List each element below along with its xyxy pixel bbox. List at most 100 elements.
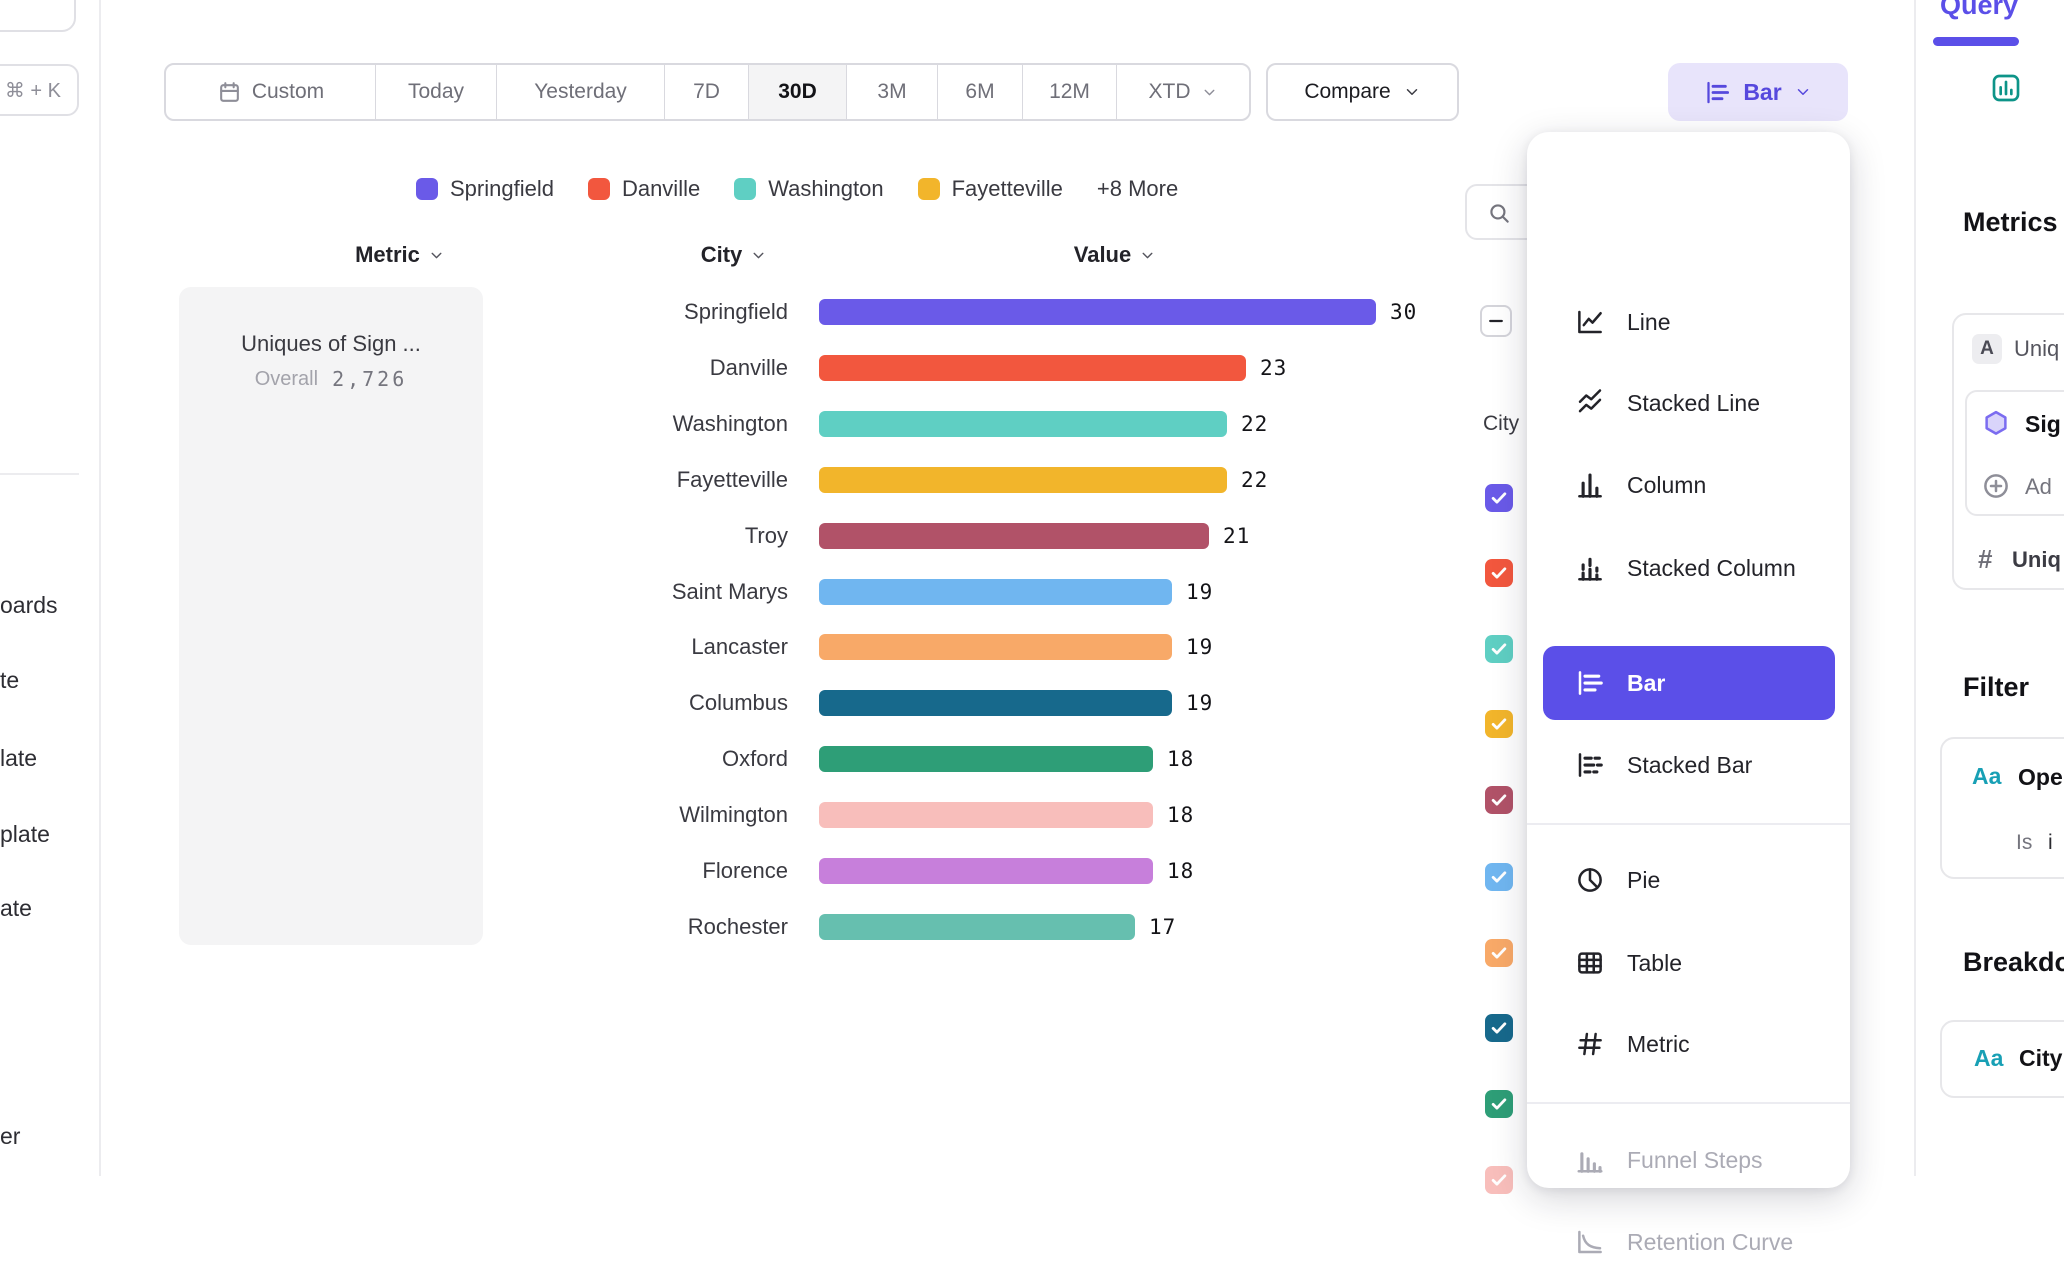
date-range-30d[interactable]: 30D xyxy=(748,65,846,119)
tab-query[interactable]: Query xyxy=(1940,0,2019,20)
bar-value: 30 xyxy=(1390,300,1418,324)
date-range-7d[interactable]: 7D xyxy=(664,65,748,119)
bar-fayetteville[interactable] xyxy=(819,467,1227,493)
select-all-checkbox-indeterminate[interactable] xyxy=(1480,305,1512,337)
legend-item-danville[interactable]: Danville xyxy=(587,176,701,202)
funnel-icon xyxy=(1575,1145,1605,1175)
date-range-label: 3M xyxy=(877,80,907,103)
sidebar-item-late[interactable]: late xyxy=(0,745,38,771)
check-icon xyxy=(1489,867,1509,887)
sidebar-item-oards[interactable]: oards xyxy=(0,592,58,618)
date-range-12m[interactable]: 12M xyxy=(1022,65,1116,119)
stacked-column-icon xyxy=(1575,553,1605,583)
menu-item-metric[interactable]: Metric xyxy=(1543,1007,1835,1081)
sidebar-item-te[interactable]: te xyxy=(0,667,20,693)
city-checkbox-7[interactable] xyxy=(1485,1014,1513,1042)
check-icon xyxy=(1489,790,1509,810)
legend-item-fayetteville[interactable]: Fayetteville xyxy=(917,176,1063,202)
menu-item-pie[interactable]: Pie xyxy=(1543,843,1835,917)
property-type-icon: Aa xyxy=(1974,1045,2004,1071)
bar-row-label: Danville xyxy=(709,355,788,380)
bar-chart-icon xyxy=(1704,79,1731,106)
legend-more-label: +8 More xyxy=(1096,176,1179,201)
event-block[interactable]: Sig Ad xyxy=(1965,390,2064,516)
bar-saint-marys[interactable] xyxy=(819,579,1172,605)
date-range-yesterday[interactable]: Yesterday xyxy=(496,65,664,119)
city-checkbox-1[interactable] xyxy=(1485,559,1513,587)
metric-query-block[interactable]: A Uniq Sig Ad # Uniq xyxy=(1952,313,2064,590)
bar-row-label: Florence xyxy=(702,858,788,883)
compare-button[interactable]: Compare xyxy=(1266,63,1459,121)
menu-divider xyxy=(1527,1102,1850,1104)
city-checkbox-2[interactable] xyxy=(1485,635,1513,663)
menu-item-line[interactable]: Line xyxy=(1543,285,1835,359)
minus-icon xyxy=(1486,311,1506,331)
filter-operator[interactable]: Is xyxy=(2016,831,2033,854)
bar-danville[interactable] xyxy=(819,355,1246,381)
compare-label: Compare xyxy=(1304,80,1391,103)
chevron-down-icon xyxy=(1403,83,1421,101)
sidebar-search-shortcut[interactable]: ⌘ + K xyxy=(0,64,79,116)
sidebar-item-plate[interactable]: plate xyxy=(0,821,50,847)
menu-item-stacked-line[interactable]: Stacked Line xyxy=(1543,366,1835,440)
breakdown-block[interactable]: Aa City xyxy=(1940,1020,2064,1098)
menu-item-table[interactable]: Table xyxy=(1543,926,1835,1000)
property-type-icon: Aa xyxy=(1972,763,2002,789)
column-header-city[interactable]: City xyxy=(664,240,804,270)
bar-columbus[interactable] xyxy=(819,690,1172,716)
check-icon xyxy=(1489,563,1509,583)
filter-value[interactable]: i xyxy=(2048,831,2053,854)
city-checkbox-4[interactable] xyxy=(1485,786,1513,814)
bar-row-label: Wilmington xyxy=(679,802,788,827)
bar-row-label: Oxford xyxy=(721,746,788,771)
menu-item-stacked-bar[interactable]: Stacked Bar xyxy=(1543,728,1835,802)
bar-wilmington[interactable] xyxy=(819,802,1153,828)
chart-type-button[interactable]: Bar xyxy=(1668,63,1848,121)
bar-rochester[interactable] xyxy=(819,914,1135,940)
bar-chart-icon xyxy=(1575,668,1605,698)
bar-washington[interactable] xyxy=(819,411,1227,437)
city-checkbox-0[interactable] xyxy=(1485,484,1513,512)
date-range-6m[interactable]: 6M xyxy=(937,65,1022,119)
legend-item-springfield[interactable]: Springfield xyxy=(416,176,554,202)
legend-item-washington[interactable]: Washington xyxy=(734,176,884,202)
date-range-today[interactable]: Today xyxy=(375,65,496,119)
city-checkbox-8[interactable] xyxy=(1485,1090,1513,1118)
bar-lancaster[interactable] xyxy=(819,634,1172,660)
legend-label: Danville xyxy=(621,176,701,201)
city-checkbox-6[interactable] xyxy=(1485,939,1513,967)
date-range-xtd[interactable]: XTD xyxy=(1116,65,1249,119)
plus-circle-icon[interactable] xyxy=(1981,471,2011,501)
chart-preview-icon[interactable] xyxy=(1990,72,2022,104)
menu-item-label: Column xyxy=(1627,471,1707,498)
metric-card[interactable]: Uniques of Sign ... Overall 2,726 xyxy=(179,287,483,945)
bar-row-label: Washington xyxy=(672,411,788,436)
city-checkbox-3[interactable] xyxy=(1485,710,1513,738)
check-icon xyxy=(1489,488,1509,508)
menu-item-column[interactable]: Column xyxy=(1543,448,1835,522)
menu-item-label: Metric xyxy=(1627,1030,1690,1057)
bar-troy[interactable] xyxy=(819,523,1209,549)
menu-item-label: Stacked Bar xyxy=(1627,751,1753,778)
metric-a-badge: A xyxy=(1972,334,2002,364)
bar-florence[interactable] xyxy=(819,858,1153,884)
bar-oxford[interactable] xyxy=(819,746,1153,772)
column-header-label: City xyxy=(700,242,743,267)
bar-springfield[interactable] xyxy=(819,299,1376,325)
bar-value: 22 xyxy=(1241,412,1269,436)
menu-item-bar[interactable]: Bar xyxy=(1543,646,1835,720)
measure-label[interactable]: Uniq xyxy=(2012,547,2061,572)
legend-more[interactable]: +8 More xyxy=(1097,176,1178,202)
menu-item-stacked-column[interactable]: Stacked Column xyxy=(1543,531,1835,605)
sidebar-item-ate[interactable]: ate xyxy=(0,895,32,921)
date-range-3m[interactable]: 3M xyxy=(846,65,937,119)
filter-block[interactable]: Aa Ope Is i xyxy=(1940,737,2064,879)
city-checkbox-9[interactable] xyxy=(1485,1166,1513,1194)
query-panel-divider xyxy=(1914,0,1916,1176)
sidebar-item-er[interactable]: er xyxy=(0,1123,21,1149)
column-header-metric[interactable]: Metric xyxy=(330,240,470,270)
column-header-value[interactable]: Value xyxy=(1045,240,1185,270)
date-range-custom[interactable]: Custom xyxy=(166,65,375,119)
city-checkbox-5[interactable] xyxy=(1485,863,1513,891)
add-event-label[interactable]: Ad xyxy=(2025,474,2052,499)
